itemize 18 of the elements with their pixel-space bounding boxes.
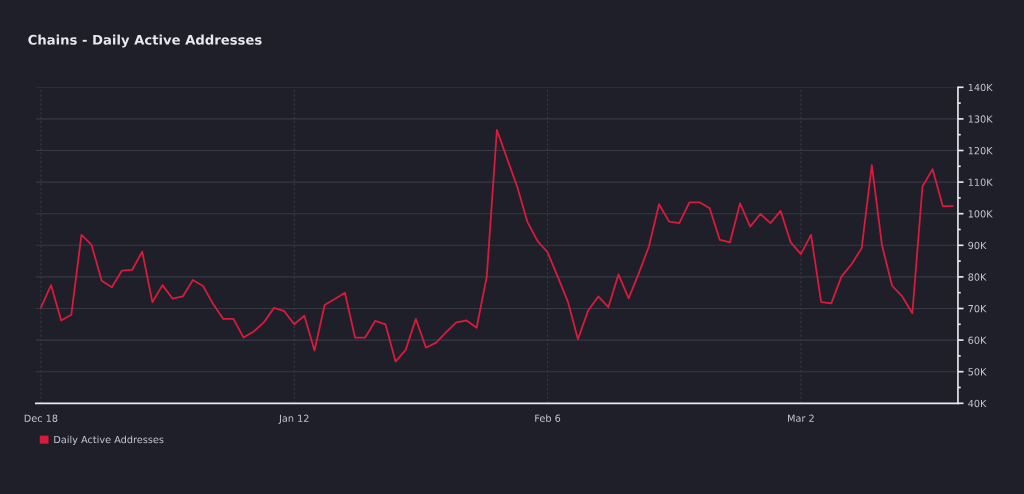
chart-title: Chains - Daily Active Addresses <box>28 34 262 48</box>
y-tick-label: 140K <box>968 83 993 92</box>
legend-label: Daily Active Addresses <box>54 435 164 446</box>
y-tick-label: 120K <box>968 146 993 155</box>
x-tick-label: Jan 12 <box>278 414 309 424</box>
line-series <box>40 129 954 363</box>
y-tick-label: 90K <box>968 241 987 250</box>
y-tick-label: 60K <box>968 336 987 344</box>
x-tick-label: Mar 2 <box>788 414 814 422</box>
x-tick-label: Dec 18 <box>24 414 58 422</box>
y-tick-label: 40K <box>968 399 987 408</box>
y-tick-label: 70K <box>968 304 987 313</box>
y-tick-label: 110K <box>968 178 993 186</box>
y-tick-label: 100K <box>968 210 993 218</box>
x-tick-label: Feb 6 <box>535 414 561 422</box>
y-tick-label: 80K <box>968 273 987 281</box>
y-tick-label: 130K <box>968 115 993 123</box>
y-tick-label: 50K <box>968 368 987 376</box>
